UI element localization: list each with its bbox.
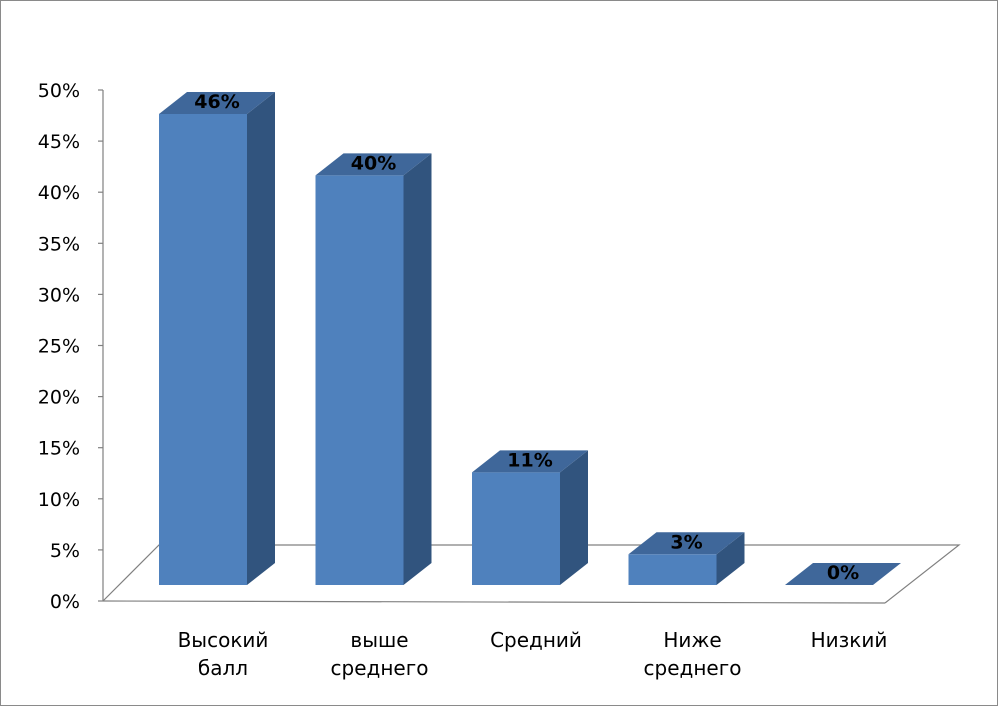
data-label: 3% — [670, 531, 702, 553]
category-label: выше — [350, 628, 408, 652]
y-tick-label: 10% — [38, 489, 80, 511]
y-tick-label: 30% — [38, 284, 80, 306]
data-label: 11% — [507, 449, 552, 471]
bar-side-face — [403, 153, 432, 585]
category-label: Низкий — [811, 628, 888, 652]
bar-top-face — [472, 450, 588, 473]
bar-top-face — [315, 153, 432, 176]
bar-top-face — [159, 92, 275, 114]
category-label: Высокий — [178, 628, 269, 652]
y-tick-label: 35% — [38, 233, 80, 255]
category-label: Ниже — [663, 628, 721, 652]
floor-front-edge — [102, 600, 886, 604]
bar-side-face — [716, 532, 745, 585]
bar-top-face — [785, 563, 901, 585]
y-tick-label: 0% — [50, 591, 80, 613]
category-label: среднего — [331, 656, 429, 680]
bar-top-face — [628, 532, 745, 555]
data-label: 0% — [827, 562, 859, 584]
y-tick-label: 50% — [38, 80, 80, 102]
bar-side-face — [247, 92, 275, 585]
category-label: Средний — [490, 628, 582, 652]
bar — [472, 472, 560, 585]
bar — [628, 554, 717, 585]
y-tick-label: 5% — [50, 540, 80, 562]
bar — [159, 114, 247, 585]
y-tick-label: 45% — [38, 131, 80, 153]
y-tick-label: 15% — [38, 438, 80, 460]
bar — [315, 175, 404, 585]
category-label: балл — [198, 656, 248, 680]
y-tick-label: 40% — [38, 182, 80, 204]
data-label: 40% — [351, 152, 396, 174]
category-label: среднего — [644, 656, 742, 680]
y-tick-label: 25% — [38, 336, 80, 358]
bar-side-face — [560, 450, 588, 585]
y-tick-label: 20% — [38, 387, 80, 409]
data-label: 46% — [194, 91, 239, 113]
